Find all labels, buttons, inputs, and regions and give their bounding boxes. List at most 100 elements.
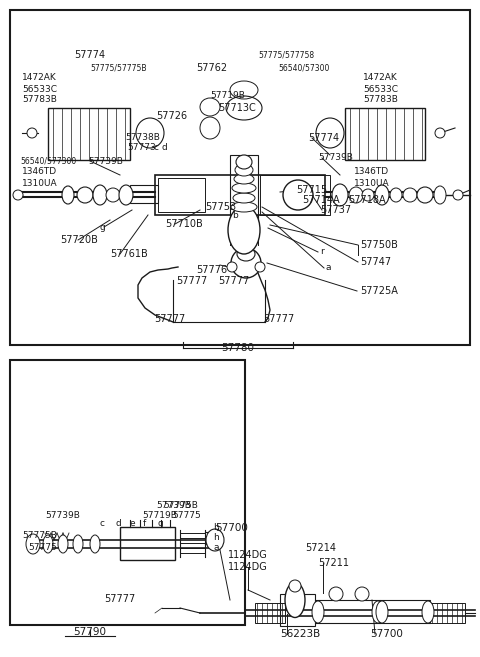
Text: 57739B: 57739B bbox=[88, 156, 123, 166]
Ellipse shape bbox=[234, 174, 254, 184]
Text: 57737: 57737 bbox=[320, 205, 351, 215]
Ellipse shape bbox=[434, 186, 446, 204]
Ellipse shape bbox=[417, 187, 433, 203]
Bar bbox=[48, 108, 130, 160]
Text: 57719B: 57719B bbox=[142, 512, 177, 520]
Text: c: c bbox=[153, 143, 158, 152]
Ellipse shape bbox=[62, 186, 74, 204]
Bar bbox=[10, 360, 245, 625]
Text: 57775: 57775 bbox=[28, 543, 57, 551]
Text: 57774: 57774 bbox=[74, 50, 105, 60]
Bar bbox=[10, 10, 470, 345]
Text: 57747: 57747 bbox=[360, 257, 391, 267]
Text: 57776: 57776 bbox=[196, 265, 227, 275]
Text: e: e bbox=[130, 520, 136, 528]
Ellipse shape bbox=[312, 601, 324, 623]
Bar bbox=[345, 108, 425, 160]
Text: 57739B: 57739B bbox=[156, 501, 191, 509]
Text: 57714A: 57714A bbox=[302, 195, 340, 205]
Ellipse shape bbox=[77, 187, 93, 203]
Ellipse shape bbox=[375, 185, 389, 205]
Text: 57726: 57726 bbox=[156, 111, 187, 121]
Text: a: a bbox=[213, 543, 218, 551]
Ellipse shape bbox=[119, 185, 133, 205]
Text: 1310UA: 1310UA bbox=[22, 179, 58, 187]
Text: 57761B: 57761B bbox=[110, 249, 148, 259]
Text: 57775B: 57775B bbox=[163, 501, 198, 509]
Ellipse shape bbox=[422, 601, 434, 623]
Text: 56533C: 56533C bbox=[363, 85, 398, 93]
Text: 57739B: 57739B bbox=[45, 512, 80, 520]
Ellipse shape bbox=[390, 188, 402, 202]
Text: 57725A: 57725A bbox=[360, 286, 398, 296]
Bar bbox=[155, 175, 325, 215]
Text: 1346TD: 1346TD bbox=[22, 168, 57, 177]
Ellipse shape bbox=[453, 190, 463, 200]
Text: 57214: 57214 bbox=[305, 543, 336, 553]
Text: 57738B: 57738B bbox=[125, 133, 160, 143]
Bar bbox=[315, 600, 380, 623]
Text: 57762: 57762 bbox=[196, 63, 227, 73]
Ellipse shape bbox=[43, 535, 53, 553]
Text: 57715: 57715 bbox=[296, 185, 327, 195]
Ellipse shape bbox=[93, 185, 107, 205]
Text: 57700: 57700 bbox=[215, 523, 248, 533]
Bar bbox=[430, 603, 465, 623]
Ellipse shape bbox=[285, 583, 305, 618]
Ellipse shape bbox=[255, 262, 265, 272]
Ellipse shape bbox=[206, 529, 224, 551]
Ellipse shape bbox=[236, 155, 252, 169]
Text: 57211: 57211 bbox=[318, 558, 349, 568]
Ellipse shape bbox=[355, 587, 369, 601]
Text: 1124DG: 1124DG bbox=[228, 550, 268, 560]
Ellipse shape bbox=[90, 535, 100, 553]
Text: 1472AK: 1472AK bbox=[22, 74, 57, 83]
Text: 57774: 57774 bbox=[308, 133, 339, 143]
Ellipse shape bbox=[376, 601, 388, 623]
Bar bbox=[130, 185, 158, 203]
Text: 57790: 57790 bbox=[73, 627, 107, 637]
Ellipse shape bbox=[362, 189, 374, 201]
Text: 57773: 57773 bbox=[127, 143, 156, 152]
Text: 56223B: 56223B bbox=[280, 629, 320, 639]
Bar bbox=[120, 527, 175, 560]
Text: 57780: 57780 bbox=[221, 343, 254, 353]
Text: b: b bbox=[232, 212, 238, 221]
Text: 57739B: 57739B bbox=[318, 154, 353, 162]
Bar bbox=[280, 594, 315, 626]
Text: 57775: 57775 bbox=[172, 512, 201, 520]
Ellipse shape bbox=[232, 183, 256, 193]
Text: 57775/57775B: 57775/57775B bbox=[90, 64, 146, 72]
Text: g: g bbox=[157, 520, 163, 528]
Bar bbox=[158, 178, 205, 212]
Ellipse shape bbox=[26, 534, 40, 554]
Ellipse shape bbox=[403, 188, 417, 202]
Ellipse shape bbox=[58, 535, 68, 553]
Bar bbox=[260, 175, 330, 215]
Text: c: c bbox=[100, 520, 105, 528]
Text: b: b bbox=[213, 522, 219, 532]
Ellipse shape bbox=[233, 193, 255, 203]
Text: 57753: 57753 bbox=[205, 202, 236, 212]
Text: 57777: 57777 bbox=[218, 276, 249, 286]
Bar bbox=[230, 155, 258, 230]
Ellipse shape bbox=[349, 187, 363, 203]
Ellipse shape bbox=[13, 190, 23, 200]
Text: 1346TD: 1346TD bbox=[354, 168, 389, 177]
Text: 57783B: 57783B bbox=[363, 95, 398, 104]
Text: 57713C: 57713C bbox=[218, 103, 256, 113]
Ellipse shape bbox=[435, 128, 445, 138]
Ellipse shape bbox=[200, 117, 220, 139]
Ellipse shape bbox=[231, 248, 261, 278]
Text: 57783B: 57783B bbox=[22, 95, 57, 104]
Bar bbox=[255, 603, 285, 623]
Text: h: h bbox=[213, 533, 219, 541]
Text: 57777: 57777 bbox=[154, 314, 185, 324]
Bar bbox=[380, 600, 430, 623]
Ellipse shape bbox=[372, 601, 384, 623]
Text: f: f bbox=[143, 520, 146, 528]
Ellipse shape bbox=[227, 262, 237, 272]
Ellipse shape bbox=[73, 535, 83, 553]
Text: r: r bbox=[320, 248, 324, 256]
Text: g: g bbox=[100, 223, 106, 231]
